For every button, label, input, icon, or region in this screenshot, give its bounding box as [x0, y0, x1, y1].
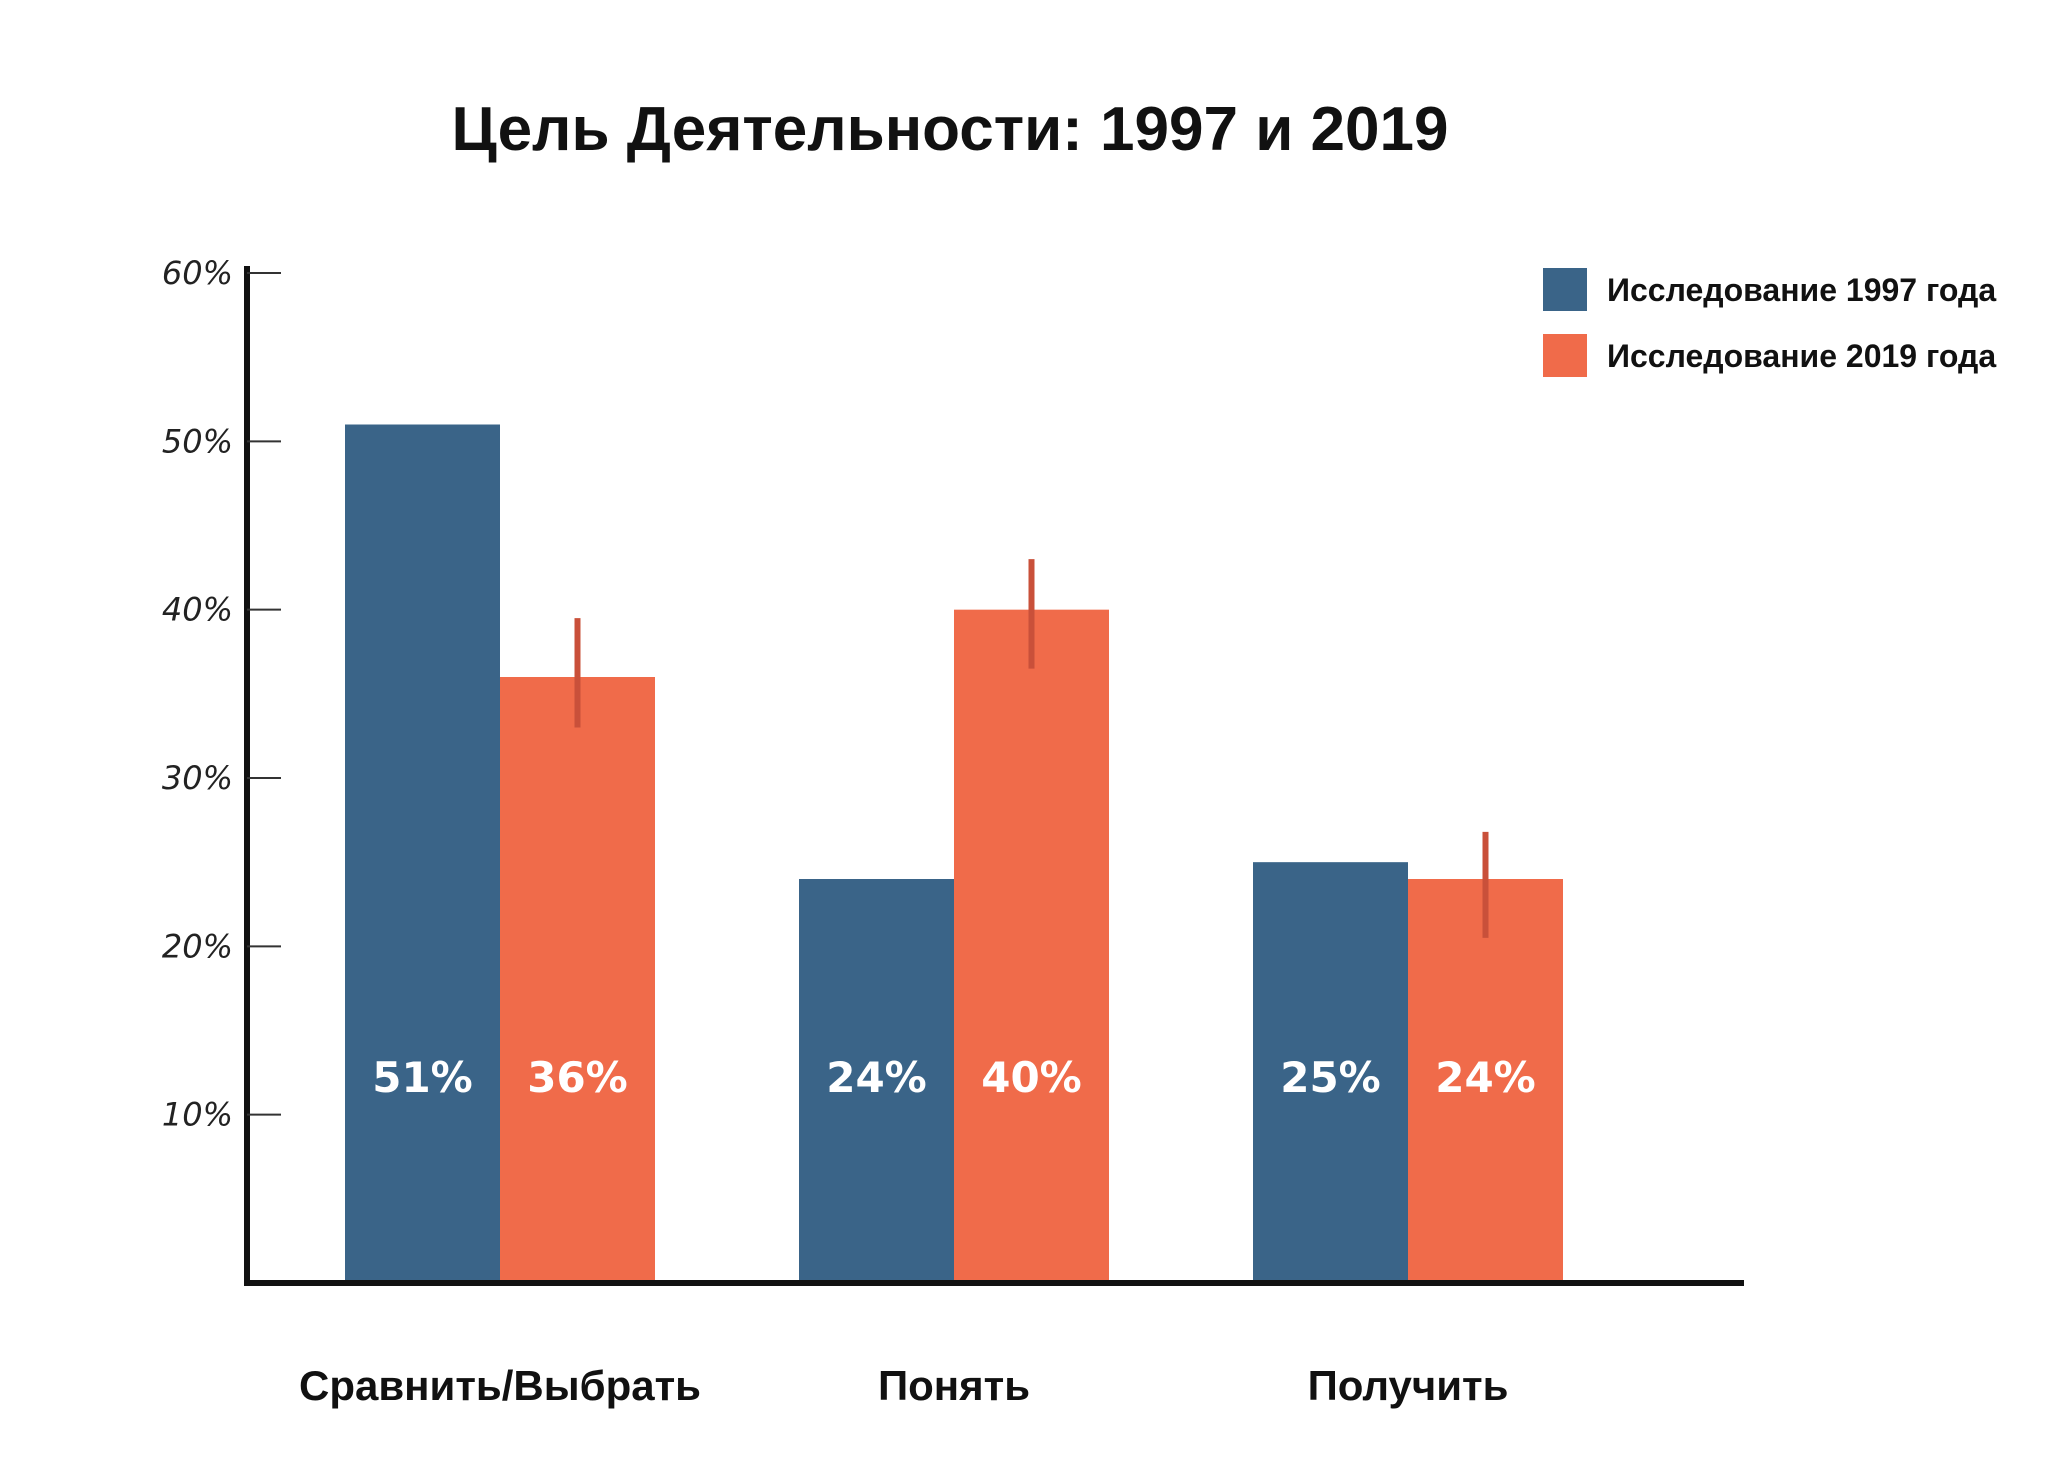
- chart-title: Цель Деятельности: 1997 и 2019: [452, 95, 1449, 164]
- bar-value-label: 51%: [372, 1053, 473, 1102]
- bar-value-label: 40%: [981, 1053, 1082, 1102]
- y-tick-label: 40%: [162, 591, 233, 629]
- y-tick-label: 10%: [162, 1096, 233, 1134]
- legend-label: Исследование 1997 года: [1607, 272, 1996, 308]
- y-tick-label: 60%: [162, 254, 233, 292]
- x-category-label: Получить: [1308, 1362, 1509, 1409]
- bar: [500, 677, 655, 1280]
- bar: [799, 879, 954, 1280]
- y-tick-label: 20%: [162, 927, 233, 965]
- bar: [1408, 879, 1563, 1280]
- bar-value-label: 36%: [527, 1053, 628, 1102]
- y-tick-label: 30%: [162, 759, 233, 797]
- legend-swatch: [1543, 268, 1587, 311]
- bar: [954, 609, 1109, 1280]
- x-category-label: Понять: [878, 1362, 1030, 1409]
- y-tick-label: 50%: [162, 422, 233, 460]
- chart-bars: [345, 424, 1563, 1280]
- bar: [1253, 862, 1408, 1280]
- x-category-label: Сравнить/Выбрать: [299, 1362, 701, 1409]
- value-labels: 51% 36% 24% 40% 25% 24%: [372, 1053, 1536, 1102]
- bar-value-label: 24%: [826, 1053, 927, 1102]
- chart-axes: [244, 266, 1744, 1286]
- bar-value-label: 25%: [1280, 1053, 1381, 1102]
- legend: Исследование 1997 года Исследование 2019 …: [1543, 268, 1996, 377]
- category-labels: Сравнить/Выбрать Понять Получить: [299, 1362, 1508, 1409]
- legend-swatch: [1543, 334, 1587, 377]
- legend-label: Исследование 2019 года: [1607, 338, 1996, 374]
- bar: [345, 424, 500, 1280]
- y-axis-ticks: 10% 20% 30% 40% 50% 60%: [162, 254, 281, 1134]
- bar-value-label: 24%: [1435, 1053, 1536, 1102]
- error-bars: [574, 559, 1489, 938]
